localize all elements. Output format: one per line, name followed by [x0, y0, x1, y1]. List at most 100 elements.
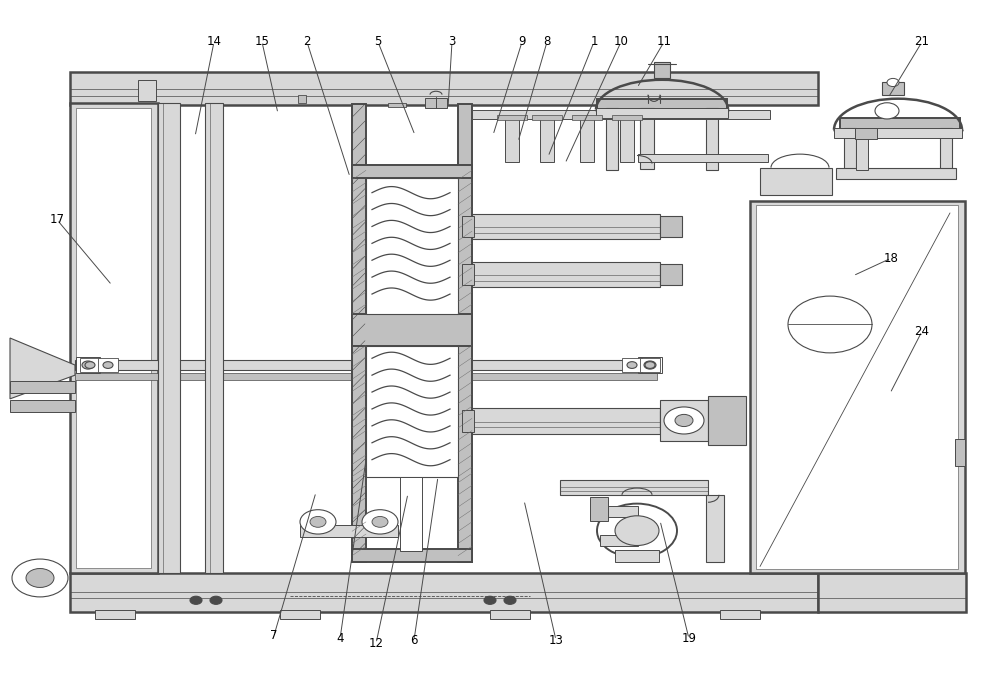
Bar — [818, 573, 966, 612]
Bar — [462, 410, 474, 432]
Bar — [840, 118, 960, 130]
Bar — [352, 104, 366, 562]
Bar — [612, 115, 642, 120]
Bar — [596, 108, 728, 118]
Text: 2: 2 — [303, 35, 311, 49]
Text: 13: 13 — [549, 633, 563, 647]
Circle shape — [85, 362, 95, 368]
Text: 6: 6 — [410, 633, 418, 647]
Text: 3: 3 — [448, 35, 456, 49]
Circle shape — [627, 362, 637, 368]
Bar — [844, 128, 856, 170]
Bar — [756, 205, 958, 569]
Bar — [280, 610, 320, 619]
Text: 9: 9 — [518, 35, 526, 49]
Circle shape — [210, 596, 222, 604]
Bar — [505, 116, 519, 162]
Circle shape — [644, 361, 656, 369]
Bar — [855, 128, 877, 139]
Bar — [76, 357, 100, 373]
Circle shape — [675, 414, 693, 427]
Bar — [706, 495, 724, 562]
Bar — [660, 264, 682, 285]
Bar — [70, 573, 818, 612]
Bar — [572, 115, 602, 120]
Bar — [638, 154, 768, 162]
Circle shape — [310, 516, 326, 527]
Bar — [205, 103, 223, 573]
Bar — [472, 262, 660, 287]
Circle shape — [190, 596, 202, 604]
Bar — [462, 216, 474, 237]
Bar — [720, 610, 760, 619]
Text: 1: 1 — [590, 35, 598, 49]
Bar — [10, 381, 75, 393]
Bar — [10, 400, 75, 412]
Bar — [458, 104, 472, 562]
Bar — [836, 168, 956, 179]
Circle shape — [12, 559, 68, 597]
Circle shape — [788, 296, 872, 353]
Circle shape — [372, 516, 388, 527]
Text: 11: 11 — [656, 35, 672, 49]
Bar — [600, 506, 638, 517]
Bar — [955, 439, 965, 466]
Bar — [352, 314, 472, 346]
Text: 8: 8 — [543, 35, 551, 49]
Bar — [75, 373, 657, 380]
Bar — [760, 168, 832, 195]
Bar — [388, 103, 406, 107]
Bar — [540, 116, 554, 162]
Bar — [708, 396, 746, 445]
Bar — [300, 525, 398, 537]
Text: 17: 17 — [50, 213, 64, 226]
Circle shape — [26, 569, 54, 587]
Circle shape — [103, 362, 113, 368]
Bar — [640, 358, 660, 372]
Bar — [750, 201, 965, 573]
Bar — [462, 264, 474, 285]
Bar — [366, 346, 458, 477]
Bar — [640, 108, 654, 169]
Circle shape — [504, 596, 516, 604]
Circle shape — [597, 504, 677, 558]
Bar — [940, 128, 952, 170]
Bar — [597, 99, 727, 110]
Bar — [70, 72, 818, 105]
Bar — [654, 62, 670, 78]
Bar — [80, 358, 100, 372]
Text: 10: 10 — [614, 35, 628, 49]
Circle shape — [82, 361, 94, 369]
Bar — [706, 108, 718, 170]
Text: 21: 21 — [914, 35, 930, 49]
Bar — [70, 103, 158, 573]
Bar — [75, 360, 657, 370]
Bar — [497, 115, 527, 120]
Circle shape — [484, 596, 496, 604]
Polygon shape — [10, 338, 75, 399]
Bar — [472, 110, 770, 119]
Bar — [834, 128, 962, 138]
Text: 15: 15 — [255, 35, 269, 49]
Text: 19: 19 — [682, 632, 696, 646]
Bar — [472, 214, 660, 239]
Bar — [590, 497, 608, 521]
Bar — [560, 480, 708, 495]
Bar — [400, 477, 422, 551]
Bar — [490, 610, 530, 619]
Bar — [532, 115, 562, 120]
Bar — [352, 549, 472, 562]
Bar — [660, 400, 708, 441]
Circle shape — [875, 103, 899, 119]
Bar — [882, 82, 904, 95]
Bar — [580, 116, 594, 162]
Bar — [472, 408, 660, 434]
Text: 24: 24 — [914, 324, 930, 338]
Bar — [620, 116, 634, 162]
Text: 18: 18 — [884, 251, 898, 265]
Text: 12: 12 — [368, 637, 384, 650]
Text: 7: 7 — [270, 629, 278, 642]
Bar — [615, 550, 659, 562]
Circle shape — [615, 516, 659, 546]
Circle shape — [887, 78, 899, 87]
